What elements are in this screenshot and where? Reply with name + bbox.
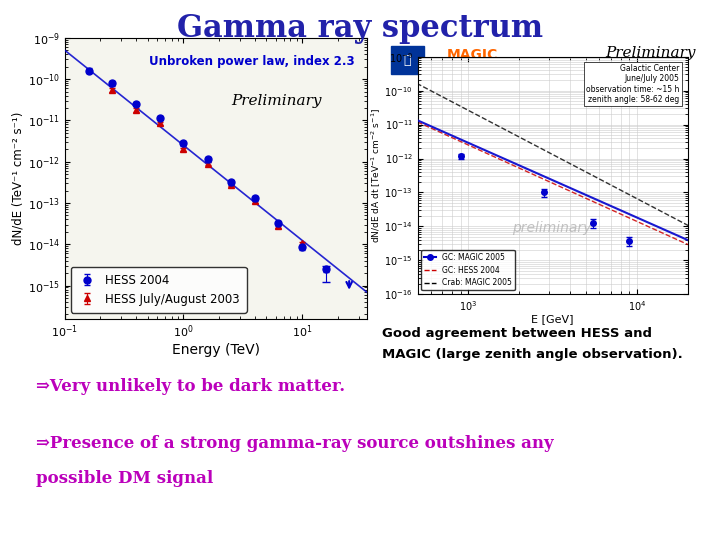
FancyBboxPatch shape [392,46,423,75]
Text: Good agreement between HESS and: Good agreement between HESS and [382,327,652,340]
X-axis label: Energy (TeV): Energy (TeV) [172,343,260,357]
Text: preliminary: preliminary [512,221,591,235]
Text: Galactic Center
June/July 2005
observation time: ~15 h
zenith angle: 58-62 deg: Galactic Center June/July 2005 observati… [586,64,680,104]
Text: ⇒Presence of a strong gamma-ray source outshines any: ⇒Presence of a strong gamma-ray source o… [36,435,554,451]
Y-axis label: dN/dE (TeV⁻¹ cm⁻² s⁻¹): dN/dE (TeV⁻¹ cm⁻² s⁻¹) [12,112,25,245]
Text: 🦅: 🦅 [404,54,411,67]
Text: Preliminary: Preliminary [231,94,322,108]
Text: ⇒Very unlikely to be dark matter.: ⇒Very unlikely to be dark matter. [36,378,345,395]
Text: MAGIC (large zenith angle observation).: MAGIC (large zenith angle observation). [382,348,683,361]
Y-axis label: dN/dE dA dt [TeV$^{-1}$ cm$^{-2}$ s$^{-1}$]: dN/dE dA dt [TeV$^{-1}$ cm$^{-2}$ s$^{-1… [369,108,383,243]
Legend: GC: MAGIC 2005, GC: HESS 2004, Crab: MAGIC 2005: GC: MAGIC 2005, GC: HESS 2004, Crab: MAG… [421,249,515,291]
Text: possible DM signal: possible DM signal [36,470,213,487]
Legend: HESS 2004, HESS July/August 2003: HESS 2004, HESS July/August 2003 [71,267,247,313]
Text: Preliminary: Preliminary [606,46,696,60]
Text: Unbroken power law, index 2.3: Unbroken power law, index 2.3 [150,55,355,68]
Text: Gamma ray spectrum: Gamma ray spectrum [177,14,543,44]
X-axis label: E [GeV]: E [GeV] [531,314,574,325]
Text: MAGIC: MAGIC [446,48,498,62]
